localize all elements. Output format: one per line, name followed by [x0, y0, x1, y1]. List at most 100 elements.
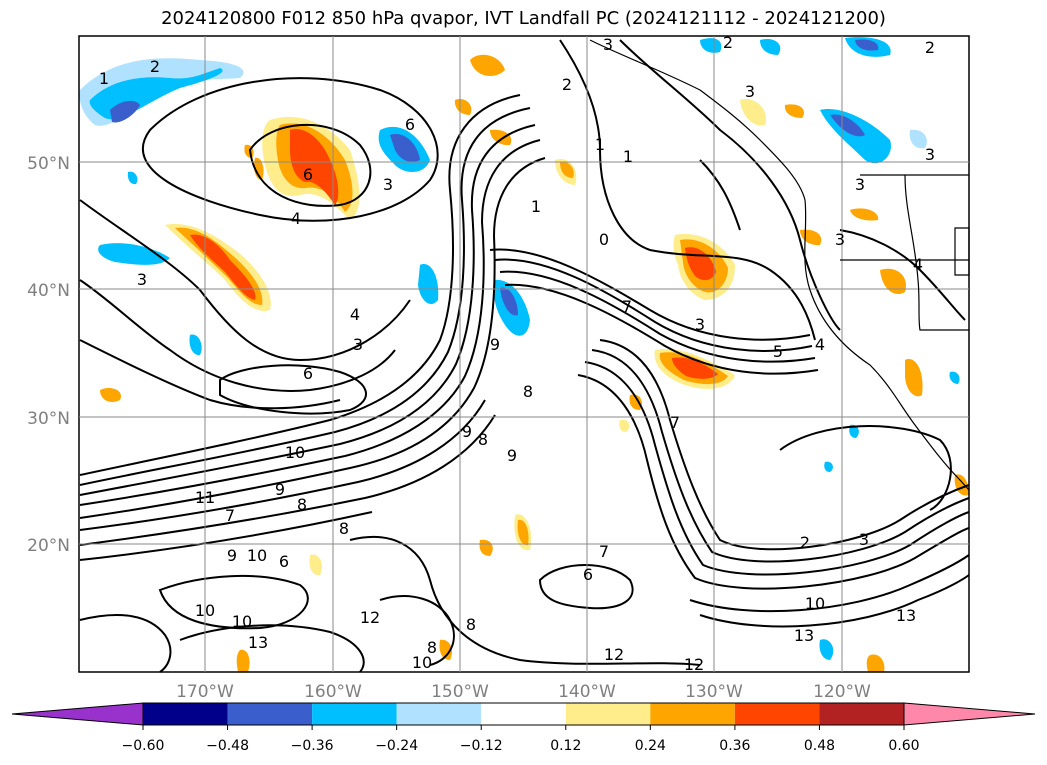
contour-label: 7: [670, 413, 680, 432]
contour-label: 13: [248, 633, 268, 652]
contour-label: 8: [297, 495, 307, 514]
contour-label: 10: [232, 612, 252, 631]
plot-area: [79, 36, 969, 672]
colorbar-bin: [650, 703, 735, 725]
lon-label-130w: 130°W: [685, 682, 743, 702]
colorbar-tick-label: −0.48: [206, 738, 249, 754]
contour-label: 4: [291, 209, 301, 228]
contour-label: 10: [195, 601, 215, 620]
contour-label: 3: [835, 230, 845, 249]
lon-label-160w: 160°W: [304, 682, 362, 702]
colorbar-tick-label: 0.12: [550, 738, 581, 754]
colorbar-bin: [143, 703, 228, 725]
contour-label: 2: [925, 38, 935, 57]
contour-label: 12: [684, 655, 704, 674]
contour-label: 8: [427, 638, 437, 657]
contour-label: 8: [478, 430, 488, 449]
contour-label: 6: [303, 165, 313, 184]
contour-label: 3: [925, 145, 935, 164]
colorbar-bin: [481, 703, 566, 725]
contour-label: 9: [507, 446, 517, 465]
contour-label: 10: [412, 653, 432, 672]
longitude-labels: 170°W 160°W 150°W 140°W 130°W 120°W: [176, 682, 871, 702]
contour-label: 8: [466, 615, 476, 634]
contour-label: 10: [805, 594, 825, 613]
contour-label: 9: [490, 335, 500, 354]
contour-label: 0: [599, 230, 609, 249]
lat-label-50n: 50°N: [27, 154, 70, 174]
contour-label: 1: [595, 135, 605, 154]
lat-label-30n: 30°N: [27, 409, 70, 429]
colorbar-tick-label: −0.24: [375, 738, 418, 754]
contour-label: 2: [150, 57, 160, 76]
contour-label: 9: [275, 480, 285, 499]
contour-label: 10: [285, 443, 305, 462]
colorbar-outline: [142, 702, 905, 726]
lon-label-150w: 150°W: [431, 682, 489, 702]
contour-label: 2: [800, 533, 810, 552]
contour-label: 1: [531, 197, 541, 216]
contour-label: 1: [99, 69, 109, 88]
colorbar: −0.60 −0.48 −0.36 −0.24 −0.12 0.12 0.24 0.36 0.4…: [11, 702, 1036, 754]
contour-label: 6: [279, 552, 289, 571]
contour-label: 1: [623, 147, 633, 166]
contour-label: 9: [462, 422, 472, 441]
contour-label: 8: [339, 519, 349, 538]
contour-label: 7: [599, 542, 609, 561]
colorbar-tick-label: −0.36: [291, 738, 334, 754]
colorbar-extend-high: [903, 702, 1036, 726]
plot-frame: [78, 35, 970, 673]
colorbar-bin: [312, 703, 397, 725]
contour-label: 3: [353, 335, 363, 354]
contour-label: 6: [583, 565, 593, 584]
contour-label: 10: [247, 546, 267, 565]
contour-label: 3: [137, 270, 147, 289]
contour-label: 8: [523, 382, 533, 401]
contour-label: 5: [773, 342, 783, 361]
contour-label: 13: [794, 626, 814, 645]
contour-label: 7: [622, 297, 632, 316]
colorbar-extend-low: [11, 702, 144, 726]
colorbar-bin: [227, 703, 313, 725]
colorbar-tick-label: −0.12: [460, 738, 503, 754]
colorbar-tick-label: 0.36: [719, 738, 750, 754]
contour-label: 6: [405, 115, 415, 134]
contour-label: 12: [604, 645, 624, 664]
colorbar-bin: [396, 703, 482, 725]
contour-label: 9: [227, 546, 237, 565]
lon-label-140w: 140°W: [558, 682, 616, 702]
lon-label-120w: 120°W: [813, 682, 871, 702]
lat-label-40n: 40°N: [27, 281, 70, 301]
contour-label: 3: [855, 175, 865, 194]
contour-label: 12: [360, 608, 380, 627]
graticule: [79, 36, 969, 672]
colorbar-bin: [734, 703, 820, 725]
contour-label: 3: [859, 530, 869, 549]
map-title: 2024120800 F012 850 hPa qvapor, IVT Land…: [161, 8, 886, 29]
colorbar-tick-label: −0.60: [122, 738, 165, 754]
colorbar-bin: [565, 703, 651, 725]
contour-label: 4: [350, 305, 360, 324]
contour-label: 13: [896, 606, 916, 625]
colorbar-tick-label: 0.24: [635, 738, 666, 754]
colorbar-tick-label: 0.60: [888, 738, 919, 754]
contour-label: 2: [723, 33, 733, 52]
contour-label: 6: [303, 364, 313, 383]
colorbar-bin: [819, 703, 904, 725]
contour-label: 4: [913, 255, 923, 274]
contour-label: 3: [695, 315, 705, 334]
lon-label-170w: 170°W: [176, 682, 234, 702]
latitude-labels: 50°N 40°N 30°N 20°N: [27, 154, 70, 556]
contour-label: 2: [562, 75, 572, 94]
contour-label: 7: [225, 506, 235, 525]
contour-label: 3: [745, 82, 755, 101]
contour-label: 3: [383, 175, 393, 194]
contour-label: 11: [195, 488, 215, 507]
ivt-contours: [79, 39, 970, 673]
coastline: [589, 39, 970, 491]
lat-label-20n: 20°N: [27, 536, 70, 556]
colorbar-tick-label: 0.48: [804, 738, 835, 754]
contour-label: 3: [603, 35, 613, 54]
